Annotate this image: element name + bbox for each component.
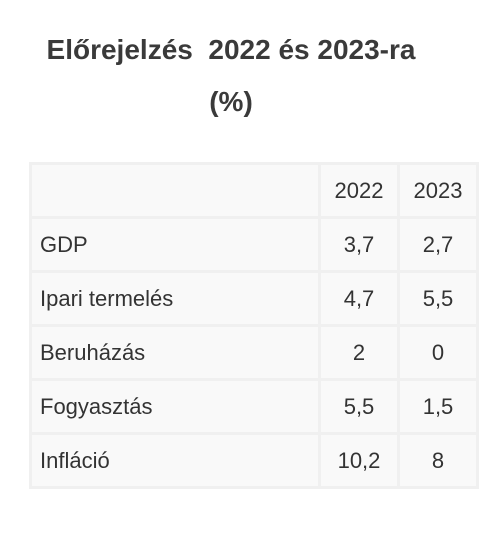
value-cell: 1,5 [400, 381, 476, 432]
row-label: Infláció [32, 435, 318, 486]
value-cell: 0 [400, 327, 476, 378]
title: Előrejelzés 2022 és 2023-ra (%) [46, 34, 424, 117]
table-row: Infláció 10,2 8 [32, 435, 476, 486]
row-label: Ipari termelés [32, 273, 318, 324]
value-cell: 3,7 [321, 219, 397, 270]
table-row: Fogyasztás 5,5 1,5 [32, 381, 476, 432]
table-row: Beruházás 2 0 [32, 327, 476, 378]
row-label: Fogyasztás [32, 381, 318, 432]
row-label: Beruházás [32, 327, 318, 378]
header-cell: 2022 [321, 165, 397, 216]
corner-cell [32, 165, 318, 216]
table-row: GDP 3,7 2,7 [32, 219, 476, 270]
value-cell: 8 [400, 435, 476, 486]
value-cell: 5,5 [321, 381, 397, 432]
value-cell: 4,7 [321, 273, 397, 324]
value-cell: 5,5 [400, 273, 476, 324]
header-cell: 2023 [400, 165, 476, 216]
table-row: Ipari termelés 4,7 5,5 [32, 273, 476, 324]
value-cell: 10,2 [321, 435, 397, 486]
value-cell: 2 [321, 327, 397, 378]
value-cell: 2,7 [400, 219, 476, 270]
table-body: 2022 2023 GDP 3,7 2,7 Ipari termelés 4,7 5,5 Ber… [32, 165, 476, 486]
forecast-table: 2022 2023 GDP 3,7 2,7 Ipari termelés 4,7 5,5 Ber… [29, 162, 479, 489]
row-label: GDP [32, 219, 318, 270]
header-row: 2022 2023 [32, 165, 476, 216]
